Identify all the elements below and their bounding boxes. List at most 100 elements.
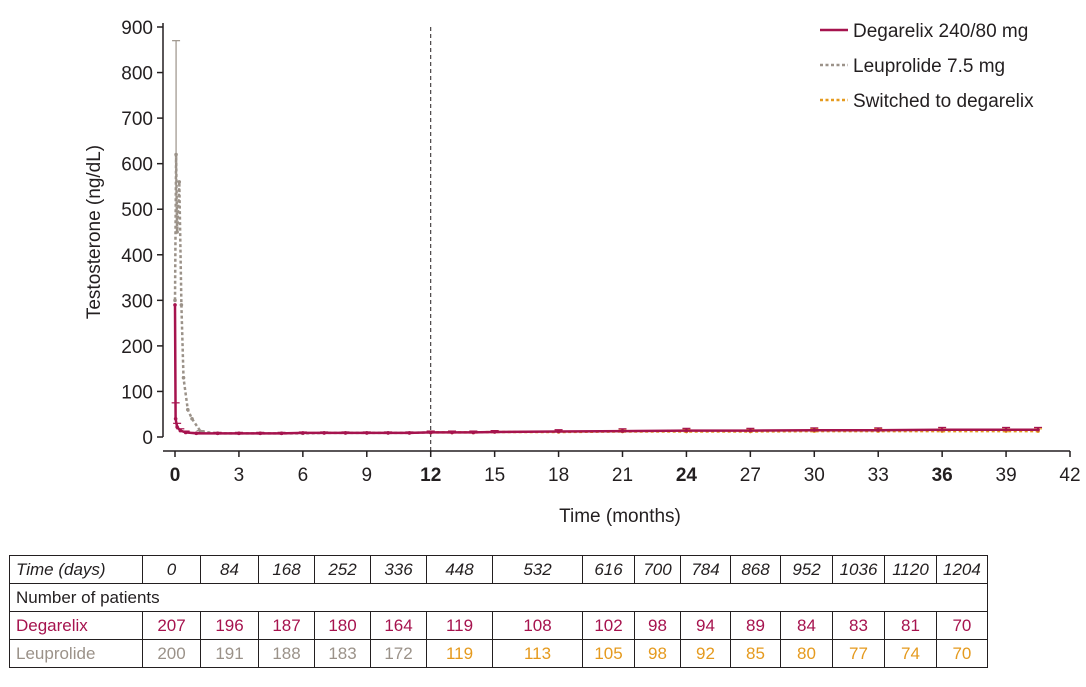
data-point <box>301 431 305 435</box>
data-point <box>279 431 284 436</box>
y-tick-label: 200 <box>121 337 153 358</box>
leuprolide-count: 85 <box>730 639 781 668</box>
x-tick-label: 30 <box>804 465 825 486</box>
leuprolide-count: 74 <box>884 639 937 668</box>
patients-table: Time (days) 0 84 168 252 336 448 532 616 700 784 86… <box>9 555 988 668</box>
degarelix-count: 83 <box>832 611 885 640</box>
data-point <box>173 303 177 307</box>
degarelix-count: 196 <box>200 611 259 640</box>
data-point <box>173 416 178 421</box>
data-point <box>343 431 348 435</box>
table-degarelix-row: Degarelix 207 196 187 180 164 119 108 102 98 94 89 8… <box>9 611 988 640</box>
leuprolide-count: 98 <box>634 639 681 668</box>
data-point <box>194 431 199 436</box>
degarelix-count: 94 <box>680 611 731 640</box>
table-leuprolide-row: Leuprolide 200 191 188 183 172 119 113 105 98 92 85… <box>9 639 988 668</box>
x-tick-label: 27 <box>740 465 761 486</box>
data-point <box>556 429 561 434</box>
leuprolide-count: 70 <box>936 639 988 668</box>
data-point <box>492 430 497 434</box>
legend-label: Switched to degarelix <box>853 91 1034 112</box>
series-line-1 <box>173 154 431 435</box>
data-point <box>1004 427 1008 432</box>
data-point <box>179 303 184 307</box>
day-cell: 168 <box>258 555 315 584</box>
degarelix-count: 108 <box>492 611 583 640</box>
data-point <box>178 428 183 433</box>
x-tick-label: 6 <box>298 465 309 486</box>
leuprolide-count: 80 <box>780 639 833 668</box>
day-cell: 448 <box>426 555 493 584</box>
degarelix-count: 81 <box>884 611 937 640</box>
degarelix-count: 98 <box>634 611 681 640</box>
data-point <box>471 430 476 435</box>
data-point <box>812 428 817 432</box>
data-point <box>173 298 177 303</box>
leuprolide-count: 92 <box>680 639 731 668</box>
x-tick-label: 39 <box>996 465 1017 486</box>
data-point <box>364 431 369 435</box>
day-cell: 700 <box>634 555 681 584</box>
time-days-label: Time (days) <box>9 555 143 584</box>
degarelix-count: 164 <box>370 611 427 640</box>
data-point <box>183 430 188 435</box>
leuprolide-count: 77 <box>832 639 885 668</box>
y-tick-label: 0 <box>142 428 153 449</box>
day-cell: 1036 <box>832 555 885 584</box>
y-axis-title: Testosterone (ng/dL) <box>84 145 105 319</box>
degarelix-count: 89 <box>730 611 781 640</box>
leuprolide-count: 191 <box>200 639 259 668</box>
leuprolide-count: 200 <box>142 639 201 668</box>
data-point <box>1036 427 1040 432</box>
degarelix-count: 84 <box>780 611 833 640</box>
day-cell: 868 <box>730 555 781 584</box>
x-tick-label: 21 <box>612 465 633 486</box>
x-tick-label: 42 <box>1059 465 1080 486</box>
day-cell: 616 <box>582 555 635 584</box>
x-tick-label: 18 <box>548 465 569 486</box>
day-cell: 1120 <box>884 555 937 584</box>
data-point <box>386 431 390 435</box>
number-of-patients-label: Number of patients <box>9 583 988 612</box>
day-cell: 532 <box>492 555 583 584</box>
table-section-row: Number of patients <box>9 583 988 612</box>
data-point <box>175 425 179 429</box>
table-header-row: Time (days) 0 84 168 252 336 448 532 616 700 784 86… <box>9 555 988 584</box>
leuprolide-count: 188 <box>258 639 315 668</box>
y-tick-label: 700 <box>121 109 153 130</box>
degarelix-label: Degarelix <box>9 611 143 640</box>
data-point <box>174 152 178 157</box>
leuprolide-count: 119 <box>426 639 493 668</box>
data-point <box>177 180 182 184</box>
data-point <box>185 407 190 412</box>
x-tick-label: 12 <box>420 465 441 486</box>
x-tick-label: 15 <box>484 465 505 486</box>
data-point <box>175 230 179 234</box>
data-point <box>876 428 881 432</box>
legend-label: Leuprolide 7.5 mg <box>853 56 1005 77</box>
y-tick-label: 600 <box>121 155 153 176</box>
y-tick-label: 100 <box>121 382 153 403</box>
y-tick-label: 800 <box>121 64 153 85</box>
data-point <box>428 430 433 435</box>
x-tick-label: 3 <box>234 465 245 486</box>
day-cell: 252 <box>314 555 371 584</box>
day-cell: 784 <box>680 555 731 584</box>
data-point <box>322 431 326 435</box>
day-cell: 0 <box>142 555 201 584</box>
x-tick-label: 33 <box>868 465 889 486</box>
degarelix-count: 187 <box>258 611 315 640</box>
degarelix-count: 207 <box>142 611 201 640</box>
series-line-0 <box>173 304 1038 435</box>
y-tick-label: 900 <box>121 18 153 39</box>
day-cell: 336 <box>370 555 427 584</box>
data-point <box>450 430 454 435</box>
degarelix-count: 119 <box>426 611 493 640</box>
data-point <box>181 375 186 380</box>
degarelix-count: 180 <box>314 611 371 640</box>
x-tick-label: 0 <box>170 465 181 486</box>
data-point <box>620 429 625 433</box>
x-tick-label: 36 <box>932 465 953 486</box>
x-axis-title: Time (months) <box>559 506 681 527</box>
